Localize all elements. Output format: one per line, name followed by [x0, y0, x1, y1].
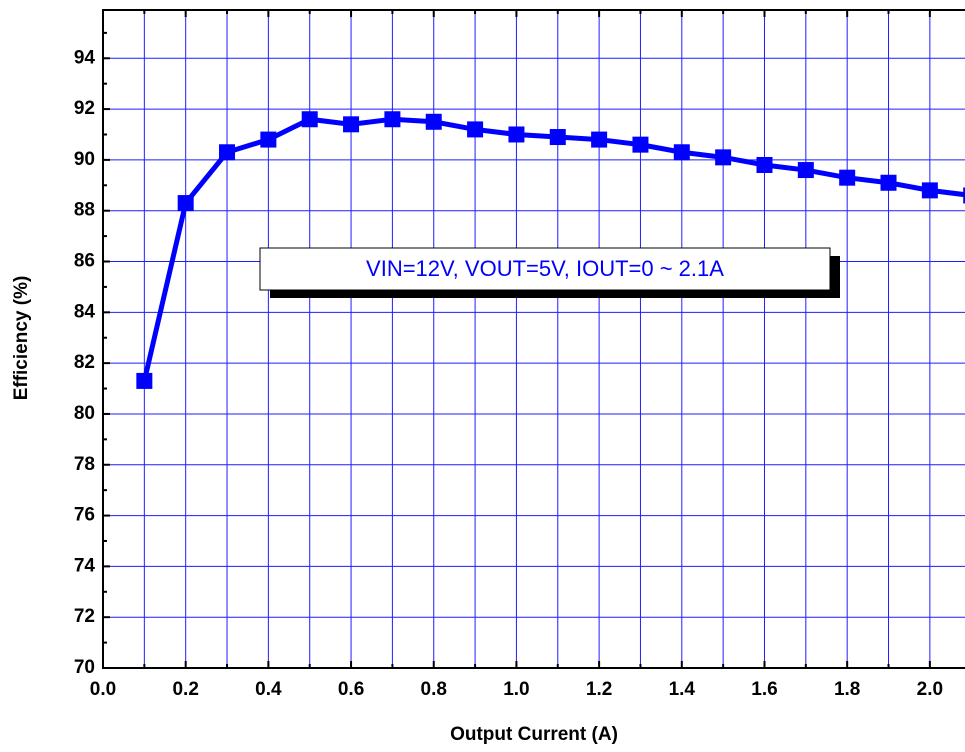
- marker: [467, 121, 484, 138]
- marker: [425, 113, 442, 130]
- x-tick-label: 1.6: [751, 679, 777, 700]
- marker: [756, 156, 773, 173]
- x-tick-label: 2.0: [917, 679, 943, 700]
- y-tick-label: 80: [74, 403, 95, 424]
- x-axis-label: Output Current (A): [450, 724, 618, 745]
- y-tick-label: 72: [74, 606, 95, 627]
- x-tick-label: 1.4: [669, 679, 696, 700]
- marker: [508, 126, 525, 143]
- y-tick-label: 76: [74, 505, 95, 526]
- x-tick-label: 1.8: [834, 679, 860, 700]
- marker: [136, 372, 153, 389]
- x-tick-label: 0.4: [255, 679, 282, 700]
- y-tick-label: 88: [74, 200, 95, 221]
- y-tick-label: 70: [74, 657, 95, 678]
- marker: [797, 162, 814, 179]
- y-tick-label: 84: [74, 301, 96, 322]
- marker: [177, 195, 194, 212]
- marker: [260, 131, 277, 148]
- y-tick-label: 86: [74, 251, 95, 272]
- y-axis-label: Efficiency (%): [11, 276, 32, 401]
- x-tick-label: 0.0: [90, 679, 116, 700]
- marker: [549, 129, 566, 146]
- x-tick-label: 0.6: [338, 679, 364, 700]
- y-tick-label: 92: [74, 98, 95, 119]
- marker: [839, 169, 856, 186]
- marker: [632, 136, 649, 153]
- marker: [384, 111, 401, 128]
- series: [136, 111, 965, 389]
- y-tick-label: 90: [74, 149, 95, 170]
- y-tick-label: 82: [74, 352, 95, 373]
- x-tick-label: 0.8: [421, 679, 447, 700]
- marker: [963, 187, 965, 204]
- y-tick-label: 94: [74, 47, 96, 68]
- marker: [880, 174, 897, 191]
- marker: [591, 131, 608, 148]
- y-tick-label: 74: [74, 555, 96, 576]
- marker: [343, 116, 360, 133]
- annotation: VIN=12V, VOUT=5V, IOUT=0 ~ 2.1A: [366, 256, 724, 281]
- x-tick-label: 0.2: [172, 679, 198, 700]
- x-tick-label: 1.2: [586, 679, 612, 700]
- y-tick-label: 78: [74, 454, 95, 475]
- marker: [715, 149, 732, 166]
- plot-frame: [102, 9, 965, 669]
- marker: [219, 144, 236, 161]
- annotation-box: [259, 247, 831, 291]
- marker: [921, 182, 938, 199]
- x-tick-label: 1.0: [503, 679, 529, 700]
- marker: [673, 144, 690, 161]
- marker: [301, 111, 318, 128]
